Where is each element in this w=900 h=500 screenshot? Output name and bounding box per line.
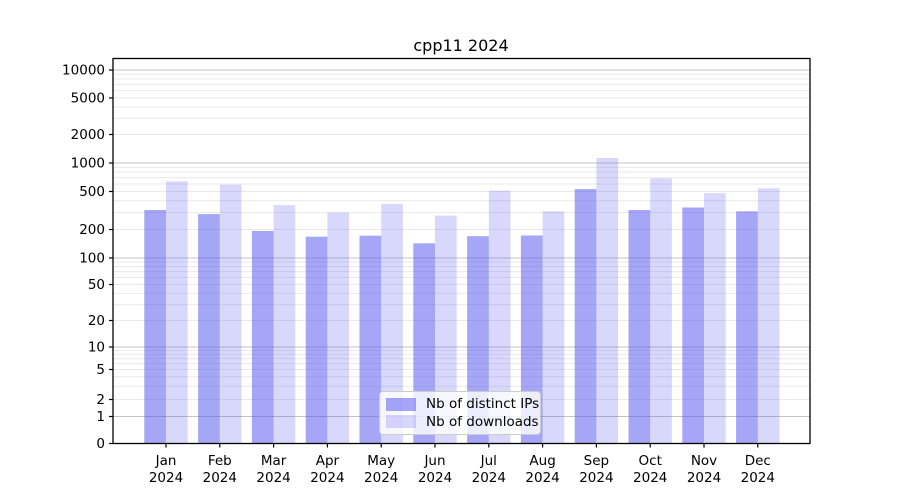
bar-downloads-jul bbox=[488, 190, 511, 444]
x-tick-label-year: 2024 bbox=[149, 470, 183, 486]
y-tick-label: 1000 bbox=[71, 156, 105, 172]
bar-downloads-dec bbox=[757, 188, 780, 444]
x-tick-label-year: 2024 bbox=[525, 470, 559, 486]
x-tick-label-year: 2024 bbox=[310, 470, 344, 486]
y-tick-label: 200 bbox=[79, 222, 105, 238]
legend-label-distinct-ips: Nb of distinct IPs bbox=[426, 396, 540, 413]
y-tick-label: 10 bbox=[88, 340, 105, 356]
bar-distinct-ips-dec bbox=[736, 211, 758, 444]
x-tick-label-month: Oct bbox=[639, 453, 662, 469]
y-tick-label: 0 bbox=[96, 436, 105, 452]
bar-downloads-feb bbox=[219, 184, 242, 444]
x-tick-label-month: May bbox=[367, 453, 395, 469]
bar-distinct-ips-sep bbox=[574, 189, 597, 444]
x-tick-label-year: 2024 bbox=[633, 470, 667, 486]
y-tick-label: 1 bbox=[96, 409, 105, 425]
bar-downloads-may bbox=[381, 203, 403, 444]
x-tick-label-month: Jun bbox=[423, 453, 445, 469]
bar-downloads-sep bbox=[596, 157, 619, 444]
x-tick-label-month: Mar bbox=[261, 453, 287, 469]
plot-frame bbox=[112, 57, 811, 445]
x-tick-label-year: 2024 bbox=[364, 470, 398, 486]
x-tick-label-year: 2024 bbox=[472, 470, 506, 486]
bar-distinct-ips-feb bbox=[198, 214, 220, 444]
legend-swatch-distinct-ips bbox=[386, 397, 416, 411]
bar-distinct-ips-apr bbox=[305, 236, 328, 444]
y-tick-label: 100 bbox=[79, 251, 105, 267]
x-tick-label-month: Jul bbox=[480, 453, 497, 469]
x-tick-label-year: 2024 bbox=[256, 470, 290, 486]
bar-downloads-oct bbox=[650, 178, 672, 444]
x-tick-label-year: 2024 bbox=[741, 470, 775, 486]
y-tick-label: 500 bbox=[79, 184, 105, 200]
x-tick-label-month: Feb bbox=[208, 453, 232, 469]
x-tick-label-month: Sep bbox=[584, 453, 609, 469]
bar-downloads-aug bbox=[542, 211, 565, 444]
y-tick-label: 10000 bbox=[62, 63, 105, 79]
x-tick-label-month: Aug bbox=[529, 453, 555, 469]
legend-swatch-downloads bbox=[386, 415, 416, 429]
x-tick-label-month: Dec bbox=[745, 453, 771, 469]
legend-label-downloads: Nb of downloads bbox=[426, 413, 539, 430]
bar-downloads-jun bbox=[435, 215, 457, 444]
chart-title: cpp11 2024 bbox=[413, 36, 509, 55]
y-tick-label: 5000 bbox=[71, 91, 105, 107]
x-tick-label-year: 2024 bbox=[203, 470, 237, 486]
bar-downloads-jan bbox=[166, 181, 188, 444]
x-tick-label-month: Apr bbox=[316, 453, 340, 469]
legend-item-downloads: Nb of downloads bbox=[386, 414, 539, 430]
bar-downloads-apr bbox=[327, 212, 350, 444]
bar-distinct-ips-oct bbox=[628, 210, 651, 444]
x-tick-label-month: Nov bbox=[691, 453, 717, 469]
x-tick-label-year: 2024 bbox=[687, 470, 721, 486]
bar-downloads-mar bbox=[273, 205, 296, 444]
x-tick-label-year: 2024 bbox=[418, 470, 452, 486]
y-tick-label: 5 bbox=[96, 362, 105, 378]
legend: Nb of distinct IPs Nb of downloads bbox=[379, 391, 541, 435]
y-tick-label: 50 bbox=[88, 277, 105, 293]
legend-item-distinct-ips: Nb of distinct IPs bbox=[386, 396, 539, 412]
bar-distinct-ips-may bbox=[359, 235, 382, 444]
y-tick-label: 2000 bbox=[71, 127, 105, 143]
x-tick-label-year: 2024 bbox=[579, 470, 613, 486]
y-tick-label: 2 bbox=[96, 392, 105, 408]
bar-downloads-nov bbox=[704, 193, 726, 444]
bar-distinct-ips-nov bbox=[682, 207, 704, 444]
bar-distinct-ips-mar bbox=[251, 230, 274, 444]
bar-distinct-ips-jan bbox=[144, 210, 166, 444]
x-tick-label-month: Jan bbox=[155, 453, 177, 469]
y-tick-label: 20 bbox=[88, 313, 105, 329]
